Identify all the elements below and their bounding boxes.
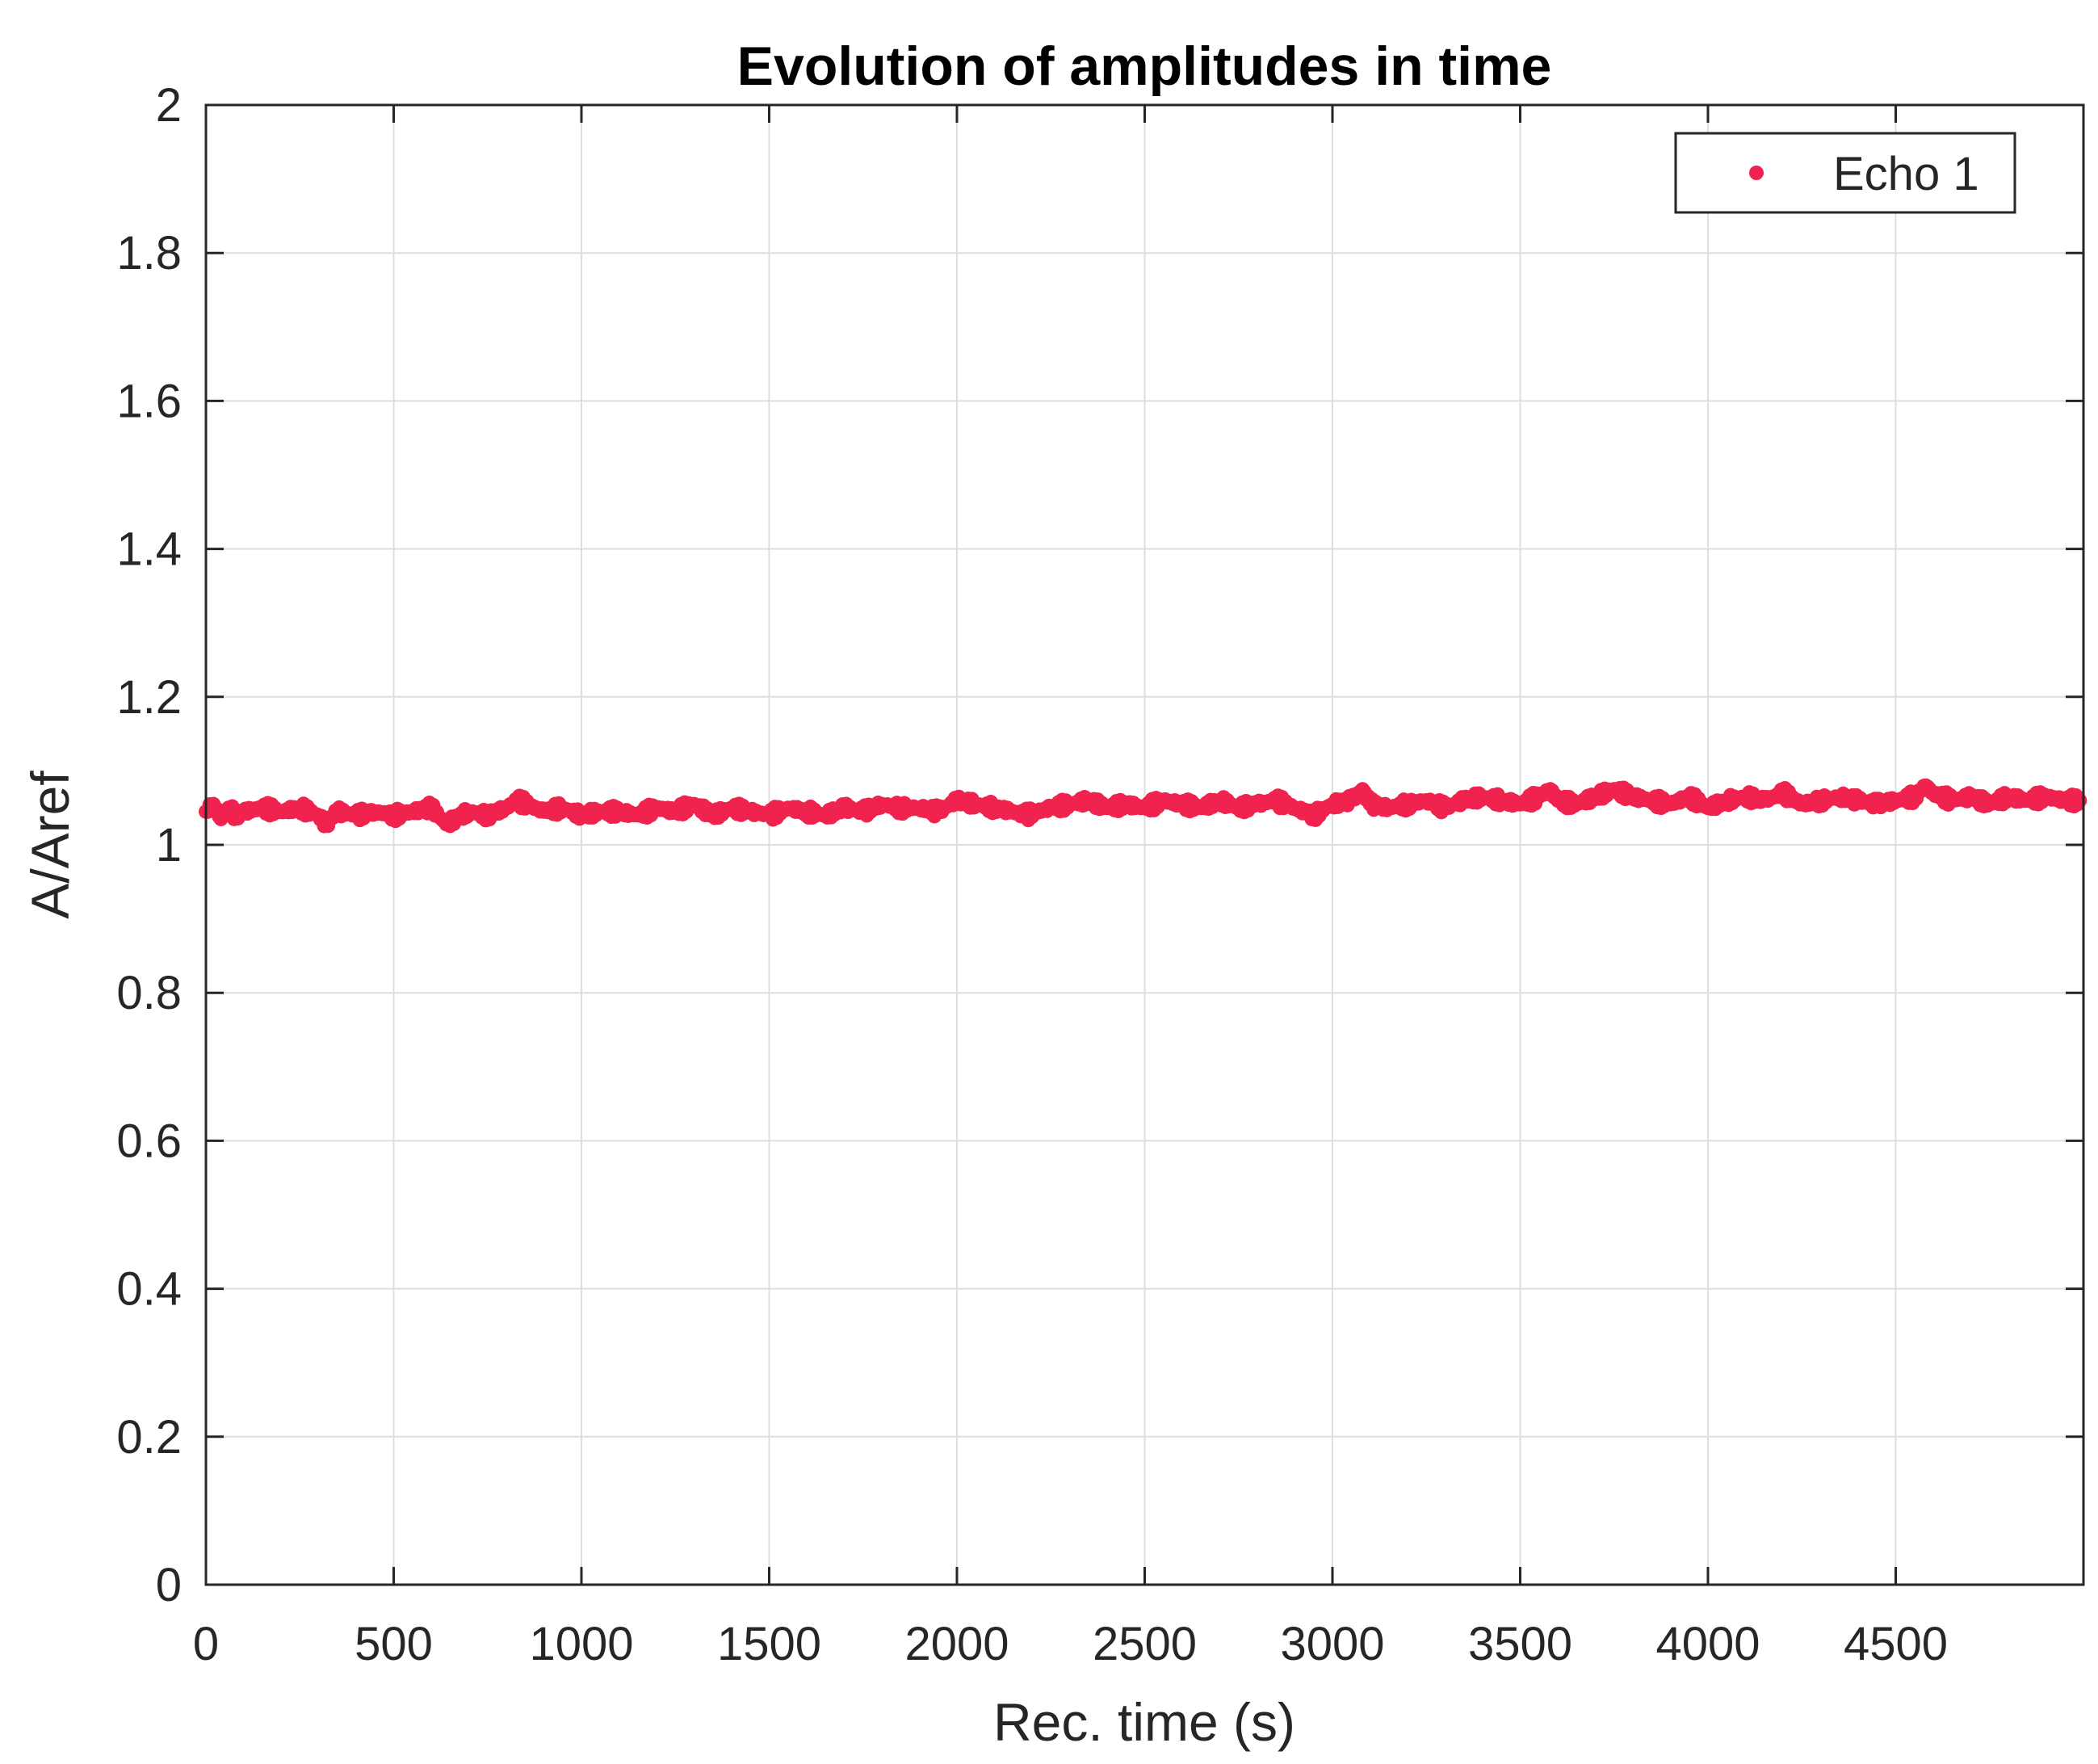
- x-tick-label: 1000: [529, 1618, 633, 1670]
- legend-box: [1674, 132, 2016, 214]
- legend-label-echo-1: Echo 1: [1833, 148, 1979, 200]
- x-tick-label: 4500: [1844, 1618, 1948, 1670]
- x-tick-labels: 0 500 1000 1500 2000 2500 3000 3500 4000 4500: [193, 1618, 1948, 1670]
- x-axis-label: Rec. time (s): [993, 1692, 1295, 1752]
- y-tick-label: 0.6: [116, 1115, 182, 1167]
- chart-title: Evolution of amplitudes in time: [737, 36, 1552, 97]
- y-tick-label: 1.2: [116, 671, 182, 724]
- y-tick-labels: 0 0.2 0.4 0.6 0.8 1 1.2 1.4 1.6 1.8 2: [116, 79, 182, 1611]
- x-tick-label: 4000: [1655, 1618, 1760, 1670]
- y-tick-label: 1.6: [116, 375, 182, 427]
- x-tick-label: 2000: [904, 1618, 1009, 1670]
- y-tick-label: 1: [156, 819, 182, 872]
- x-tick-label: 1500: [717, 1618, 821, 1670]
- y-tick-label: 1.4: [116, 523, 182, 576]
- grid: [206, 105, 2083, 1585]
- data-point: [2072, 793, 2088, 808]
- y-axis-label: A/Aref: [20, 771, 80, 919]
- y-tick-label: 0.4: [116, 1263, 182, 1316]
- y-tick-label: 0: [156, 1559, 182, 1611]
- y-tick-label: 0.2: [116, 1411, 182, 1464]
- x-tick-label: 2500: [1093, 1618, 1197, 1670]
- x-tick-label: 3500: [1468, 1618, 1572, 1670]
- x-tick-label: 3000: [1280, 1618, 1384, 1670]
- legend-marker-echo-1: [1749, 166, 1764, 180]
- legend: Echo 1: [1674, 132, 2016, 214]
- x-tick-label: 500: [355, 1618, 433, 1670]
- axis-ticks: [204, 103, 2083, 1586]
- x-tick-label: 0: [193, 1618, 219, 1670]
- y-tick-label: 1.8: [116, 227, 182, 279]
- y-tick-label: 0.8: [116, 967, 182, 1019]
- echo-1-points: [199, 778, 2088, 834]
- y-tick-label: 2: [156, 79, 182, 132]
